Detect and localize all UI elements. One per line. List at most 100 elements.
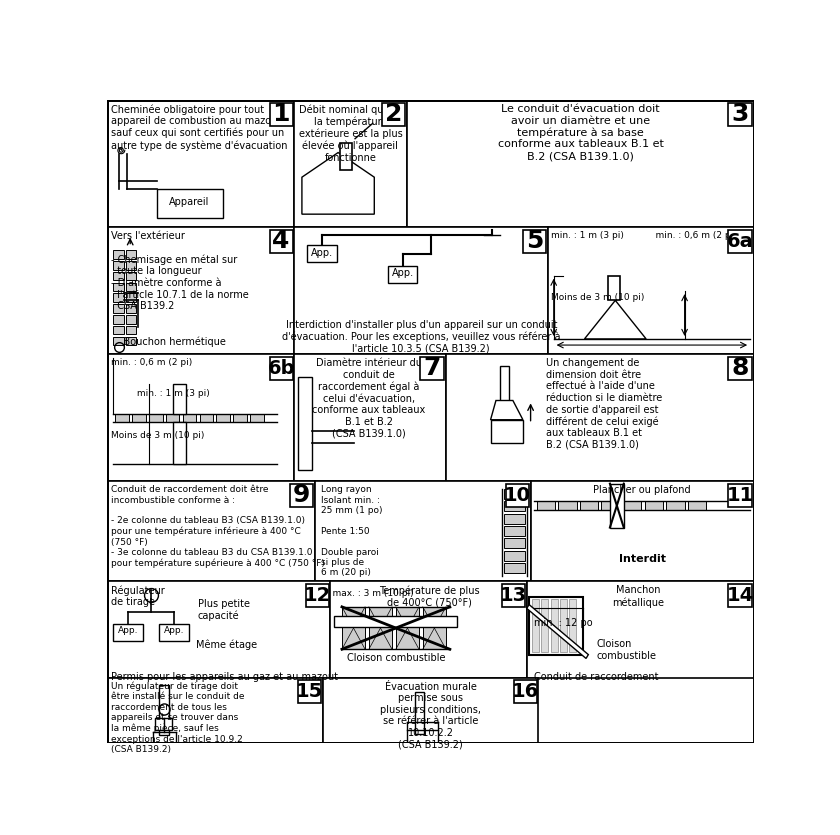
Bar: [728, 483, 752, 507]
Bar: [113, 624, 143, 640]
Bar: [601, 501, 620, 510]
Polygon shape: [585, 301, 646, 339]
Bar: [537, 501, 555, 510]
Bar: [294, 354, 446, 481]
Bar: [113, 261, 124, 270]
Bar: [155, 718, 172, 730]
Bar: [108, 581, 330, 678]
Bar: [126, 283, 136, 291]
Text: 2: 2: [385, 102, 402, 126]
Bar: [531, 481, 754, 581]
Bar: [315, 481, 531, 581]
Bar: [113, 304, 124, 313]
Text: App.: App.: [118, 626, 138, 635]
Bar: [113, 293, 124, 302]
Bar: [502, 584, 525, 607]
Bar: [108, 354, 294, 481]
Text: min. : 1 m (3 pi)           min. : 0,6 m (2 pi)





Moins de 3 m (10 pi): min. : 1 m (3 pi) min. : 0,6 m (2 pi) Mo…: [551, 231, 737, 302]
Bar: [323, 678, 538, 743]
Bar: [369, 607, 392, 649]
Bar: [527, 581, 754, 678]
Bar: [182, 414, 197, 422]
Bar: [172, 422, 186, 464]
Bar: [607, 276, 620, 301]
Bar: [666, 501, 685, 510]
Bar: [108, 481, 315, 581]
Bar: [500, 366, 509, 401]
Text: Le conduit d'évacuation doit
avoir un diamètre et une
température à sa base
conf: Le conduit d'évacuation doit avoir un di…: [498, 104, 664, 161]
Bar: [330, 581, 527, 678]
Bar: [533, 600, 539, 651]
Text: Conduit de raccordement doit être
incombustible conforme à :

- 2e colonne du ta: Conduit de raccordement doit être incomb…: [111, 485, 325, 568]
Text: Vers l'extérieur

- Chemisage en métal sur
  toute la longueur
- Diamètre confor: Vers l'extérieur - Chemisage en métal su…: [111, 231, 249, 347]
Bar: [423, 607, 446, 649]
Text: Interdit: Interdit: [619, 554, 666, 564]
Polygon shape: [491, 401, 522, 420]
Text: Un changement de
dimension doit être
effectué à l'aide d'une
réduction si le dia: Un changement de dimension doit être eff…: [546, 358, 662, 450]
Text: App.: App.: [311, 248, 333, 258]
Bar: [514, 680, 537, 703]
Bar: [504, 489, 525, 499]
Bar: [160, 624, 189, 640]
Bar: [270, 103, 292, 125]
Bar: [396, 607, 419, 649]
Bar: [113, 272, 124, 281]
Bar: [113, 250, 124, 259]
Bar: [132, 414, 145, 422]
Bar: [126, 250, 136, 259]
Text: 15: 15: [296, 682, 323, 701]
Bar: [688, 501, 706, 510]
Bar: [610, 483, 624, 528]
Bar: [126, 304, 136, 313]
Bar: [504, 514, 525, 524]
Bar: [217, 414, 230, 422]
Text: 4: 4: [272, 229, 290, 253]
Bar: [382, 103, 405, 125]
Bar: [126, 337, 136, 345]
Text: Cloison
combustible: Cloison combustible: [596, 640, 656, 660]
Bar: [728, 230, 752, 253]
Bar: [307, 245, 337, 262]
Bar: [108, 100, 294, 227]
Text: 7: 7: [423, 357, 441, 380]
Bar: [250, 414, 265, 422]
Bar: [504, 526, 525, 536]
Text: Cheminée obligatoire pour tout
appareil de combustion au mazout,
sauf ceux qui s: Cheminée obligatoire pour tout appareil …: [111, 104, 287, 150]
Bar: [126, 261, 136, 270]
Text: Même étage: Même étage: [196, 640, 257, 650]
Bar: [446, 354, 754, 481]
Text: 6b: 6b: [267, 359, 295, 377]
Bar: [113, 337, 124, 345]
Bar: [549, 227, 754, 354]
Bar: [388, 266, 417, 283]
Text: App.: App.: [164, 626, 184, 635]
Text: Interdiction d'installer plus d'un appareil sur un conduit
d'évacuation. Pour le: Interdiction d'installer plus d'un appar…: [282, 320, 560, 353]
Bar: [522, 230, 546, 253]
Text: Évacuation murale
permise sous
plusieurs conditions,
se référer à l'article
10.1: Évacuation murale permise sous plusieurs…: [380, 681, 481, 750]
Text: 5: 5: [526, 229, 543, 253]
Polygon shape: [527, 605, 588, 659]
Text: min. : 0,6 m (2 pi)


         min. : 1 m (3 pi)



Moins de 3 m (10 pi): min. : 0,6 m (2 pi) min. : 1 m (3 pi) Mo…: [111, 358, 210, 440]
Bar: [306, 584, 329, 607]
Text: Long rayon
Isolant min. :
25 mm (1 po)

Pente 1:50

Double paroi
si plus de
6 m : Long rayon Isolant min. : 25 mm (1 po) P…: [321, 485, 414, 598]
Text: Diamètre intérieur du
conduit de
raccordement égal à
celui d'évacuation,
conform: Diamètre intérieur du conduit de raccord…: [312, 358, 426, 438]
Bar: [200, 414, 213, 422]
Bar: [415, 691, 424, 734]
Bar: [165, 414, 180, 422]
Text: 12: 12: [304, 586, 331, 605]
Bar: [298, 377, 312, 470]
Bar: [113, 283, 124, 291]
Bar: [644, 501, 663, 510]
Text: 9: 9: [293, 483, 311, 507]
Bar: [108, 678, 323, 743]
Bar: [504, 550, 525, 560]
Bar: [126, 326, 136, 334]
Bar: [580, 501, 598, 510]
Text: 13: 13: [500, 586, 528, 605]
Bar: [115, 414, 129, 422]
Text: 16: 16: [512, 682, 538, 701]
Bar: [551, 600, 558, 651]
Bar: [334, 616, 458, 627]
Text: min. : 12 po: min. : 12 po: [534, 619, 593, 629]
Text: 6a: 6a: [727, 231, 753, 250]
